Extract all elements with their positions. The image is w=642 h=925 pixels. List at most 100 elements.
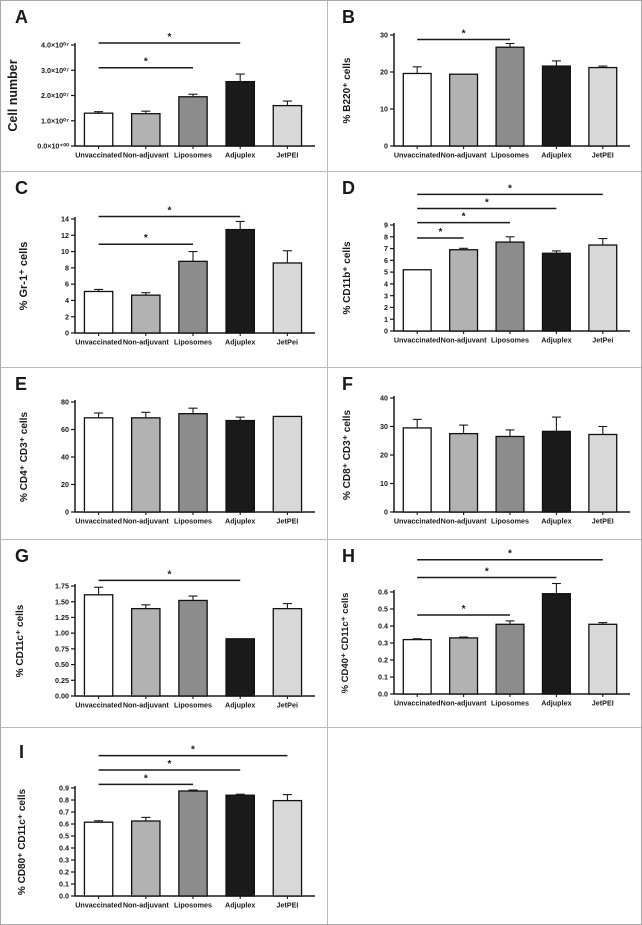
panel-a-letter: A — [15, 7, 28, 27]
significance-asterisk: * — [167, 206, 171, 217]
bar-Unvaccinated — [83, 594, 114, 697]
x-category-label: Adjuplex — [541, 699, 571, 708]
x-category-label: Liposomes — [491, 151, 529, 160]
significance-asterisk: * — [438, 227, 442, 238]
y-tick-label: 2.0×10⁰⁷ — [41, 91, 69, 100]
x-category-label: JetPEI — [276, 901, 298, 910]
y-tick-label: 20 — [61, 480, 69, 489]
x-category-label: Liposomes — [491, 699, 529, 708]
y-tick-label: 4 — [65, 296, 69, 305]
panel-c: C 0 2 4 6 8 10 12 14 % Gr-1⁺ cells Unvaccinated No… — [1, 172, 328, 368]
y-tick-label: 40 — [380, 394, 388, 403]
x-category-label: Unvaccinated — [75, 901, 122, 910]
x-category-label: Adjuplex — [541, 336, 571, 345]
x-category-label: JetPEI — [592, 517, 614, 526]
x-category-label: Unvaccinated — [394, 151, 441, 160]
x-category-label: Non-adjuvant — [441, 151, 488, 160]
y-tick-label: 8 — [65, 263, 69, 272]
bar-Unvaccinated — [402, 72, 432, 147]
y-tick-label: 0.4 — [59, 844, 69, 853]
y-tick-label: 0.8 — [59, 796, 69, 805]
bar-Non-adjuvant — [130, 607, 161, 697]
x-category-label: JetPei — [277, 338, 298, 347]
x-category-label: Liposomes — [491, 336, 529, 345]
panel-c-letter: C — [15, 178, 28, 198]
y-tick-label: 0.50 — [55, 660, 69, 669]
y-tick-label: 1.00 — [55, 629, 69, 638]
bar-Non-adjuvant — [449, 73, 479, 147]
panel-f: F 0 10 20 30 40 % CD8⁺ CD3⁺ cells Unvaccinated… — [328, 368, 641, 540]
x-category-label: JetPei — [592, 336, 613, 345]
panel-e: E 0 20 40 60 80 % CD4⁺ CD3⁺ cells Unvaccinated… — [1, 368, 328, 540]
significance-asterisk: * — [167, 569, 171, 580]
y-tick-label: 3.0×10⁰⁷ — [41, 66, 69, 75]
y-tick-label: 80 — [61, 398, 69, 407]
panel-f-letter: F — [342, 374, 353, 394]
y-tick-label: 0.0×10⁺⁰⁰ — [37, 142, 69, 151]
x-category-label: Adjuplex — [225, 517, 255, 526]
panel-b-chart: 0 10 20 30 % B220⁺ cells Unvaccinated Non-adju… — [342, 28, 630, 160]
bar-Adjuplex — [541, 65, 571, 147]
y-axis-label: % CD80⁺ CD11c⁺ cells — [17, 788, 28, 895]
panel-g: G 0.00 0.25 0.50 0.75 1.00 1.25 1.50 1.75 % CD11… — [1, 540, 328, 728]
x-category-label: Non-adjuvant — [441, 336, 488, 345]
bar-JetPEI — [588, 433, 618, 513]
panel-a-chart: 0.0×10⁺⁰⁰ 1.0×10⁰⁷ 2.0×10⁰⁷ 3.0×10⁰⁷ 4.0×10⁰… — [6, 32, 315, 160]
significance-asterisk: * — [167, 32, 171, 43]
x-category-label: Liposomes — [174, 701, 212, 710]
panel-b: B 0 10 20 30 % B220⁺ cells Unvaccinated Non-ad… — [328, 1, 641, 172]
x-category-label: JetPEI — [276, 151, 298, 160]
y-tick-label: 30 — [380, 422, 388, 431]
y-tick-label: 14 — [61, 215, 69, 224]
x-category-label: Non-adjuvant — [123, 901, 170, 910]
y-tick-label: 0.00 — [55, 692, 69, 701]
y-tick-label: 60 — [61, 425, 69, 434]
y-tick-label: 1.0×10⁰⁷ — [41, 116, 69, 125]
significance-asterisk: * — [508, 549, 512, 560]
x-category-label: Non-adjuvant — [123, 517, 170, 526]
bar-Unvaccinated — [402, 269, 432, 332]
significance-asterisk: * — [485, 567, 489, 578]
significance-asterisk: * — [462, 28, 466, 39]
y-tick-label: 0 — [384, 508, 388, 517]
x-category-label: Non-adjuvant — [441, 517, 488, 526]
y-tick-label: 0.9 — [59, 784, 69, 793]
y-tick-label: 1.25 — [55, 613, 69, 622]
panel-e-chart: 0 20 40 60 80 % CD4⁺ CD3⁺ cells Unvaccinated No… — [19, 398, 315, 526]
panel-d: D 0 1 2 3 4 5 6 7 8 9 % CD11b⁺ cells Unvaccinated No… — [328, 172, 641, 368]
bar-Unvaccinated — [83, 417, 114, 513]
x-category-label: Unvaccinated — [394, 517, 441, 526]
bar-JetPEI — [588, 623, 618, 695]
panel-g-letter: G — [15, 546, 30, 566]
y-tick-label: 0.0 — [59, 892, 69, 901]
bar-JetPEI — [588, 66, 618, 147]
bar-Unvaccinated — [83, 290, 114, 334]
panel-d-letter: D — [342, 178, 355, 198]
panel-f-chart: 0 10 20 30 40 % CD8⁺ CD3⁺ cells Unvaccinated No… — [342, 394, 630, 526]
y-axis-label: % B220⁺ cells — [342, 57, 353, 123]
bar-Liposomes — [178, 96, 208, 147]
y-tick-label: 8 — [384, 232, 388, 241]
bar-Adjuplex — [225, 80, 256, 147]
panel-i: I 0.0 0.1 0.2 0.3 0.4 0.5 0.6 0.7 0.8 0.9 % CD80⁺ … — [1, 728, 328, 924]
y-tick-label: 0.2 — [378, 656, 388, 665]
x-category-label: Adjuplex — [225, 701, 255, 710]
x-category-label: Non-adjuvant — [123, 701, 170, 710]
x-category-label: Adjuplex — [541, 517, 571, 526]
y-tick-label: 0.0 — [378, 690, 388, 699]
y-tick-label: 20 — [380, 68, 388, 77]
x-category-label: Unvaccinated — [394, 699, 441, 708]
significance-asterisk: * — [167, 759, 171, 770]
significance-asterisk: * — [462, 604, 466, 615]
x-category-label: JetPei — [277, 701, 298, 710]
bar-Liposomes — [178, 790, 208, 897]
y-tick-label: 1.50 — [55, 597, 69, 606]
x-category-label: Unvaccinated — [394, 336, 441, 345]
bar-JetPEI — [272, 415, 303, 513]
bar-JetPei — [272, 607, 303, 697]
y-tick-label: 1 — [384, 315, 388, 324]
bar-Adjuplex — [541, 430, 571, 513]
bar-Non-adjuvant — [130, 820, 161, 897]
x-category-label: Adjuplex — [225, 338, 255, 347]
panel-h: H 0.0 0.1 0.2 0.3 0.4 0.5 0.6 % CD40⁺ CD11c⁺ ce… — [328, 540, 641, 728]
